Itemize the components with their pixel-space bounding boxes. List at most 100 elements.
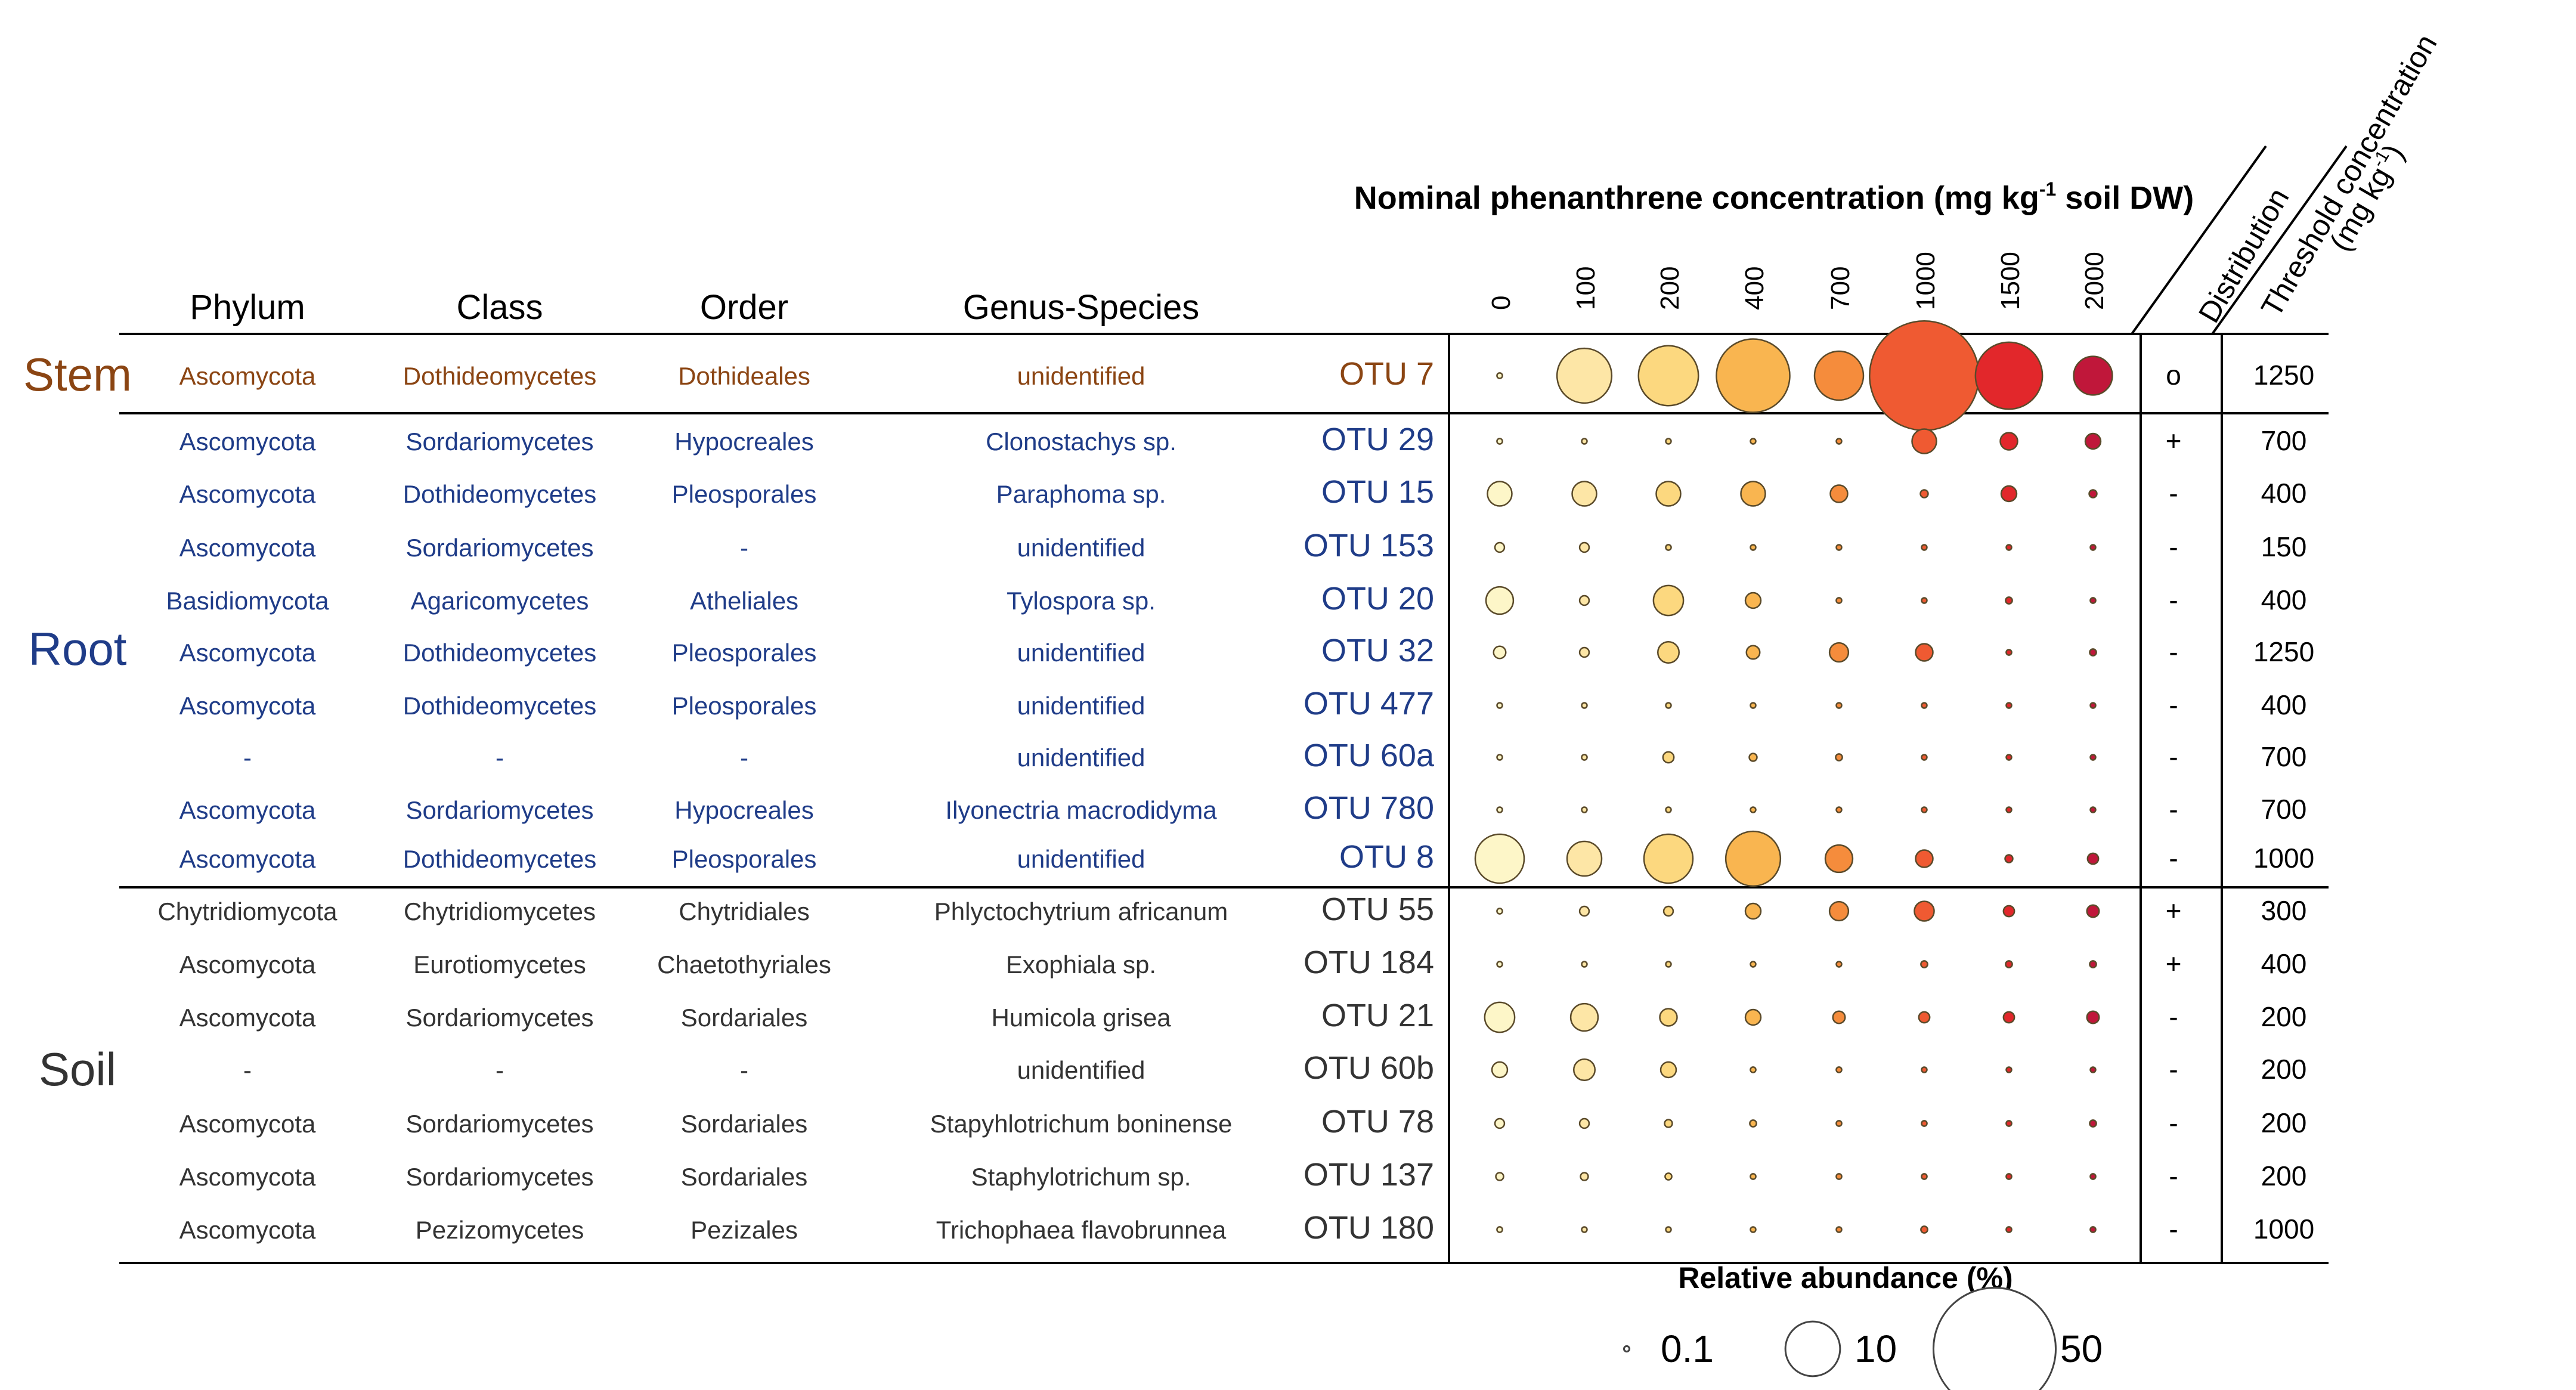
- class-cell: Eurotiomycetes: [413, 951, 586, 979]
- genus-species-cell: unidentified: [1017, 1056, 1145, 1084]
- bubble: [2086, 1010, 2100, 1024]
- phylum-cell: Ascomycota: [179, 692, 316, 720]
- threshold-cell: 400: [2261, 948, 2307, 979]
- bubble: [2005, 806, 2012, 813]
- bubble: [1745, 645, 1761, 660]
- bubble: [1835, 1120, 1843, 1127]
- table-row: Ascomycota Dothideomycetes Dothideales unid…: [179, 356, 2315, 392]
- bubble: [1921, 702, 1928, 709]
- bubble: [1750, 1173, 1757, 1180]
- threshold-cell: 700: [2261, 425, 2307, 456]
- class-cell: Sordariomycetes: [405, 1004, 593, 1032]
- bubble: [1578, 646, 1590, 658]
- order-cell: Pleosporales: [672, 639, 817, 667]
- distribution-cell: -: [2169, 636, 2178, 667]
- table-row: Ascomycota Dothideomycetes Pleosporales uni…: [179, 633, 2315, 668]
- otu-label: OTU 153: [1304, 528, 1434, 564]
- phylum-cell: Ascomycota: [179, 951, 316, 979]
- bubble: [1581, 1226, 1588, 1233]
- genus-species-cell: Tylospora sp.: [1007, 587, 1156, 615]
- bubble: [1911, 428, 1937, 454]
- distribution-cell: -: [2169, 531, 2178, 562]
- otu-label: OTU 184: [1304, 945, 1434, 980]
- bubble: [1643, 833, 1694, 884]
- bubble: [2089, 754, 2097, 761]
- bubble: [1662, 751, 1675, 764]
- table-row: Ascomycota Dothideomycetes Pleosporales uni…: [179, 686, 2307, 722]
- bubble: [1662, 905, 1674, 917]
- bubble: [1665, 806, 1672, 813]
- bubble: [2086, 904, 2100, 918]
- bubble: [1494, 541, 1506, 553]
- bubble: [1496, 754, 1503, 761]
- header-class: Class: [456, 288, 543, 327]
- class-cell: -: [496, 744, 504, 772]
- bubble: [1580, 1172, 1589, 1181]
- threshold-cell: 400: [2261, 584, 2307, 615]
- bubble: [1496, 702, 1503, 709]
- table-row: Ascomycota Sordariomycetes Hypocreales Ilyo…: [179, 790, 2307, 826]
- order-cell: Pezizales: [691, 1216, 798, 1244]
- otu-label: OTU 20: [1321, 581, 1434, 617]
- bubble: [1835, 544, 1843, 551]
- legend-bubble: [1933, 1287, 2057, 1390]
- class-cell: Agaricomycetes: [411, 587, 589, 615]
- threshold-cell: 400: [2261, 478, 2307, 509]
- bubble: [2005, 702, 2012, 709]
- phylum-cell: Ascomycota: [179, 480, 316, 508]
- bubble: [1664, 1172, 1673, 1181]
- bubble: [1571, 481, 1597, 507]
- otu-label: OTU 55: [1321, 891, 1434, 927]
- bubble: [1835, 1173, 1843, 1180]
- header-threshold-line1: Threshold concentration: [2255, 29, 2444, 323]
- bubble: [2088, 489, 2098, 499]
- concentration-label: 2000: [2080, 252, 2109, 310]
- threshold-cell: 300: [2261, 895, 2307, 926]
- group-labels: Stem Root Soil: [23, 348, 132, 1095]
- threshold-cell: 200: [2261, 1107, 2307, 1138]
- bubble: [1824, 844, 1854, 874]
- bubble: [1915, 849, 1934, 868]
- concentration-label: 1500: [1996, 252, 2025, 310]
- bubble: [1835, 1066, 1843, 1073]
- genus-species-cell: unidentified: [1017, 692, 1145, 720]
- bubble: [2089, 1226, 2097, 1233]
- bubble: [1835, 1226, 1843, 1233]
- bubble: [2002, 1011, 2015, 1024]
- bubble: [1496, 908, 1503, 915]
- bubble: [1652, 584, 1685, 617]
- chart-title: Nominal phenanthrene concentration (mg k…: [1354, 178, 2194, 216]
- order-cell: Atheliales: [690, 587, 798, 615]
- distribution-cell: -: [2169, 1001, 2178, 1032]
- bubble: [1999, 432, 2018, 451]
- genus-species-cell: unidentified: [1017, 534, 1145, 562]
- bubble: [1724, 830, 1782, 887]
- concentration-tick-labels: 0 100 200 400 700 1000 1500 2000: [1487, 252, 2109, 310]
- order-cell: -: [740, 534, 748, 562]
- order-cell: Dothideales: [678, 362, 810, 390]
- genus-species-cell: unidentified: [1017, 744, 1145, 772]
- class-cell: Pezizomycetes: [416, 1216, 584, 1244]
- table-rows: Ascomycota Dothideomycetes Dothideales unid…: [157, 356, 2314, 1246]
- bubble: [1921, 544, 1928, 551]
- bubble: [2005, 960, 2013, 968]
- order-cell: Chytridiales: [679, 897, 809, 925]
- order-cell: Chaetothyriales: [657, 951, 831, 979]
- order-cell: Hypocreales: [674, 796, 813, 824]
- legend-label: 0.1: [1661, 1327, 1714, 1370]
- table-row: Ascomycota Sordariomycetes Sordariales Stap…: [179, 1157, 2307, 1193]
- phylum-cell: Chytridiomycota: [157, 897, 338, 925]
- genus-species-cell: unidentified: [1017, 362, 1145, 390]
- size-legend: 0.1 10 50: [1623, 1287, 2103, 1390]
- table-row: Ascomycota Eurotiomycetes Chaetothyriales E…: [179, 945, 2307, 980]
- genus-species-cell: unidentified: [1017, 845, 1145, 873]
- bubble: [1740, 481, 1766, 507]
- threshold-cell: 1250: [2253, 360, 2314, 391]
- otu-label: OTU 60b: [1304, 1050, 1434, 1086]
- genus-species-cell: Exophiala sp.: [1006, 951, 1156, 979]
- bubble: [2089, 1066, 2097, 1073]
- table-row: - - - unidentified OTU 60a - 700: [243, 738, 2306, 773]
- bubble: [1496, 1226, 1503, 1233]
- phylum-cell: Ascomycota: [179, 845, 316, 873]
- otu-label: OTU 29: [1321, 422, 1434, 457]
